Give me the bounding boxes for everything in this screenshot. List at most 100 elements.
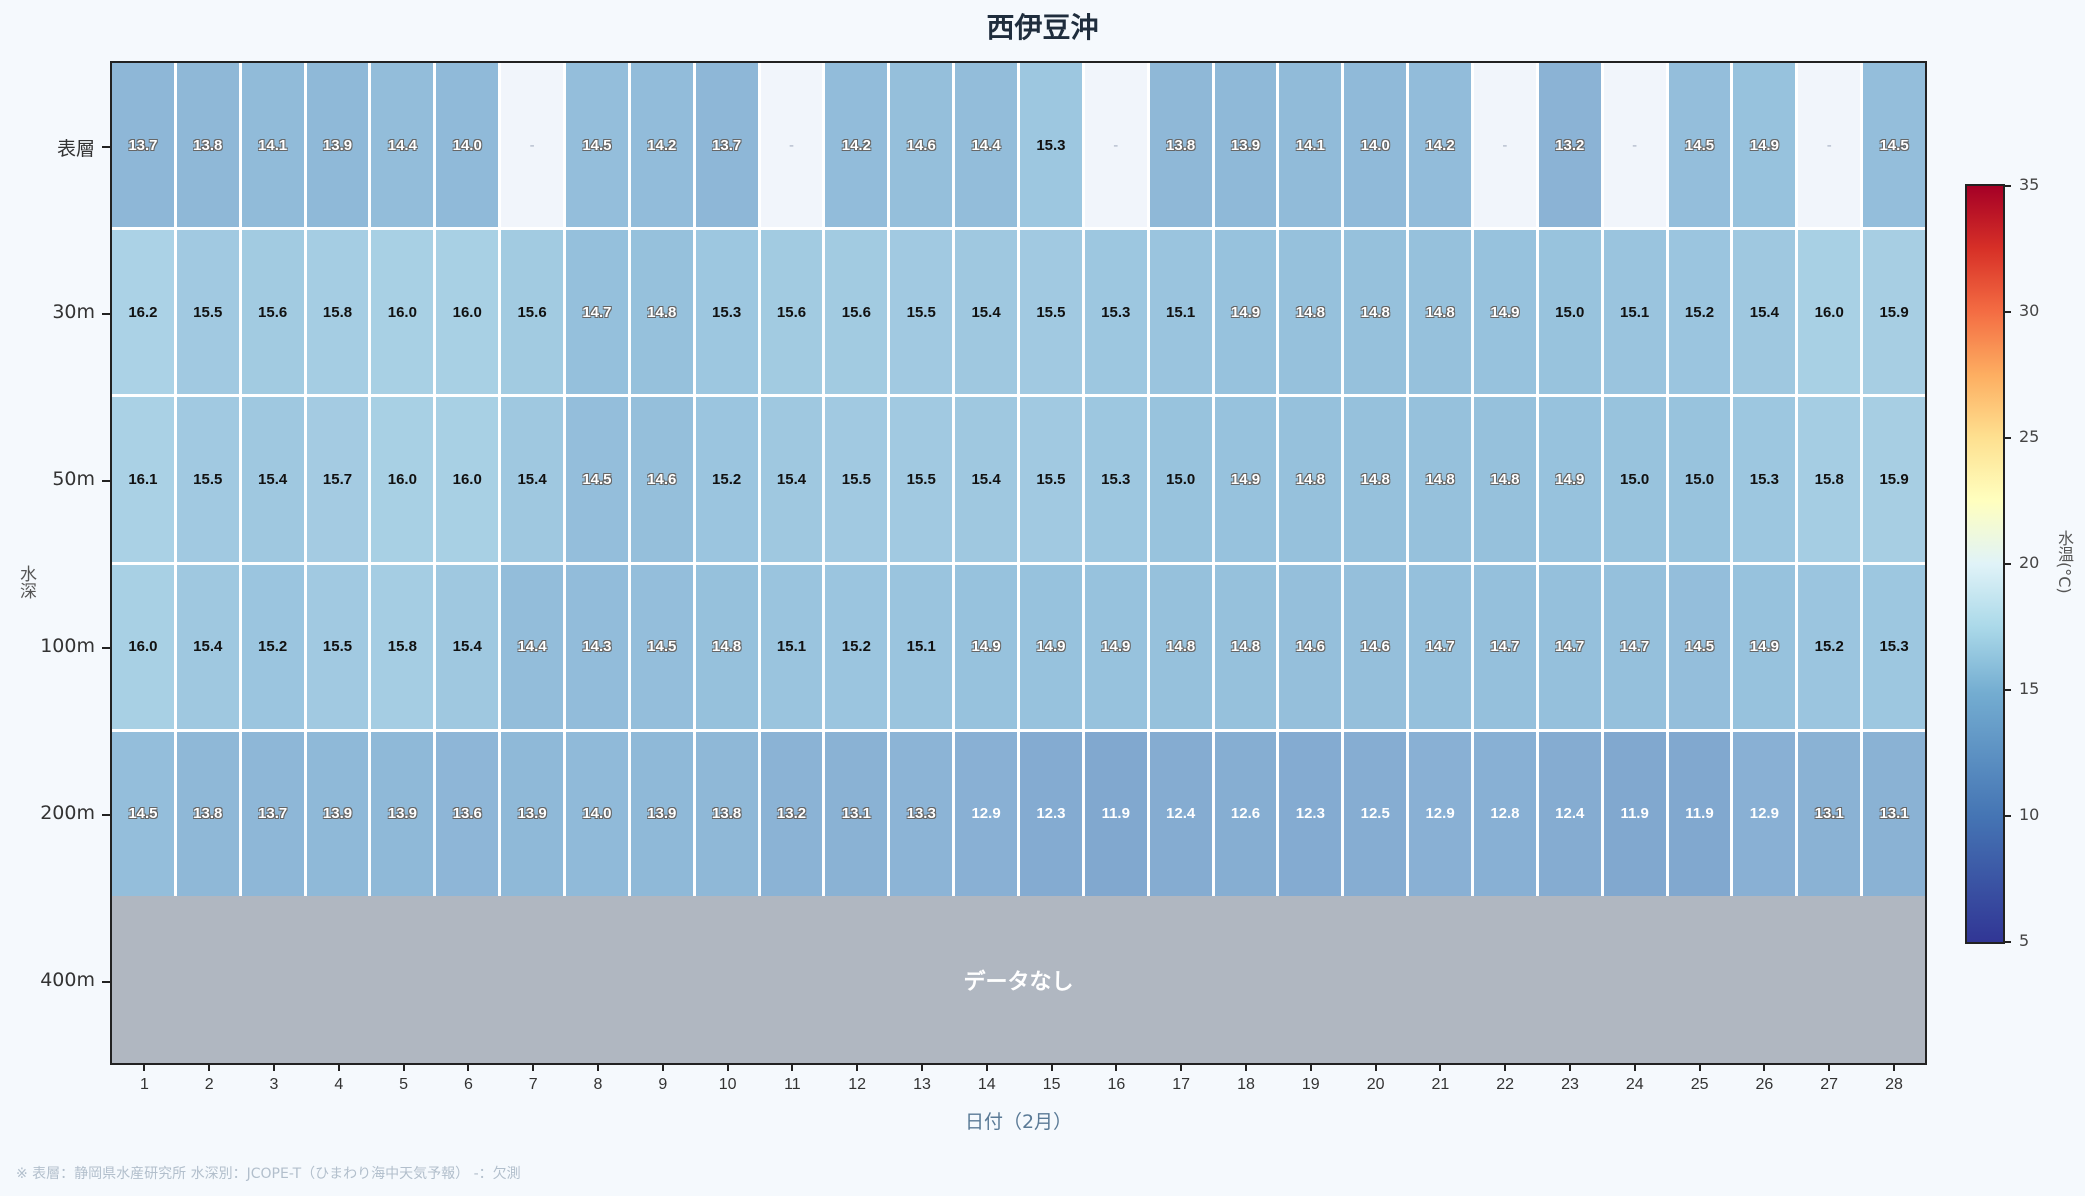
heatmap-cell: 13.8 [1149,63,1212,228]
heatmap-cell: 14.3 [566,564,628,729]
colorbar-tick-mark [2003,689,2011,691]
heatmap-cell: 14.8 [1214,564,1277,729]
heatmap-cell: 14.9 [955,564,1017,729]
x-tick-label: 10 [718,1076,737,1093]
heatmap-cell: 15.3 [1020,63,1082,228]
chart-title: 西伊豆沖 [986,11,1099,44]
heatmap-cell: 13.1 [1798,731,1861,896]
heatmap-cell: 15.2 [695,397,758,562]
heatmap-cell: 12.3 [1020,731,1082,896]
heatmap-cell: 14.9 [1020,564,1082,729]
heatmap-cell: 16.0 [371,397,434,562]
heatmap-cell: 14.0 [1344,63,1407,228]
x-tick-label: 18 [1237,1076,1255,1093]
heatmap-cell: 14.5 [566,63,628,228]
heatmap-cell: 14.8 [1279,230,1342,395]
heatmap-cell: 14.8 [1344,397,1407,562]
heatmap-cell: 15.5 [825,397,888,562]
heatmap-cell: 14.2 [1409,63,1471,228]
heatmap-cell: 16.0 [371,230,434,395]
x-tick-label: 7 [528,1076,538,1093]
heatmap-cell: 15.2 [1668,230,1731,395]
x-tick-label: 22 [1496,1076,1515,1093]
x-tick-mark [1115,1063,1118,1071]
heatmap-cell: 15.4 [176,564,239,729]
heatmap-cell: 14.2 [630,63,693,228]
heatmap-cell: 15.1 [890,564,953,729]
heatmap-cell: 16.1 [112,397,174,562]
heatmap-cell: 16.2 [112,230,174,395]
y-axis-label: 水深 [16,565,36,599]
heatmap-cell: 15.4 [436,564,499,729]
x-tick-mark [1374,1063,1377,1071]
y-tick-label: 50m [52,468,95,490]
colorbar-tick-label: 30 [2019,301,2040,320]
heatmap-cell: 15.4 [760,397,823,562]
heatmap-cell: 15.3 [1084,397,1147,562]
x-tick-mark [1439,1063,1442,1071]
heatmap-cell: 11.9 [1668,731,1731,896]
x-tick-label: 4 [334,1076,344,1093]
heatmap-cell: 16.0 [1798,230,1861,395]
heatmap-cell: 11.9 [1603,731,1666,896]
heatmap-cell: 14.6 [630,397,693,562]
heatmap-cell: 14.2 [825,63,888,228]
heatmap-cell: 14.9 [1474,230,1536,395]
x-tick-mark [1633,1063,1636,1071]
heatmap-cell: 13.8 [176,63,239,228]
x-tick-label: 8 [593,1076,603,1093]
y-tick-label: 表層 [56,138,95,160]
heatmap-cell: 14.5 [630,564,693,729]
heatmap-cell: 14.9 [1214,230,1277,395]
x-tick-label: 12 [848,1076,867,1093]
colorbar-tick-label: 5 [2019,931,2030,950]
heatmap-cell: 13.7 [695,63,758,228]
x-tick-mark [1569,1063,1571,1071]
x-tick-label: 14 [977,1076,996,1093]
heatmap-cell: 14.8 [1409,397,1471,562]
x-tick-label: 17 [1172,1076,1191,1093]
heatmap-plot-area: 13.7 13.8 14.1 13.9 14.4 14.0-14.5 14.2 13.7-14… [110,61,1927,1065]
x-tick-label: 11 [784,1076,801,1093]
heatmap-cell: 14.4 [501,564,563,729]
heatmap-cell: 14.9 [1538,397,1601,562]
heatmap-cell: 15.0 [1668,397,1731,562]
heatmap-cell: 14.7 [1603,564,1666,729]
x-tick-mark [208,1063,211,1071]
colorbar-tick-label: 15 [2019,679,2040,698]
heatmap-cell: 15.3 [695,230,758,395]
heatmap-cell: 15.5 [1020,397,1082,562]
colorbar-tick-label: 35 [2019,175,2040,194]
no-data-band: データなし [112,896,1925,1063]
x-tick-mark [856,1063,859,1071]
x-tick-mark [661,1063,664,1071]
heatmap-cell: 13.1 [1863,731,1925,896]
heatmap-cell: 15.3 [1863,564,1925,729]
heatmap-cell: 13.7 [112,63,174,228]
x-tick-label: 9 [658,1076,668,1093]
heatmap-cell: 12.8 [1474,731,1536,896]
heatmap-cell: 13.6 [436,731,499,896]
heatmap-cell: 12.9 [955,731,1017,896]
x-tick-label: 1 [139,1076,149,1093]
heatmap-cell: 11.9 [1084,731,1147,896]
x-tick-mark [1763,1063,1766,1071]
x-tick-label: 25 [1690,1076,1709,1093]
heatmap-cell: 15.1 [760,564,823,729]
heatmap-cell: 14.5 [1668,63,1731,228]
heatmap-cell: 14.6 [890,63,953,228]
heatmap-cell: 14.6 [1279,564,1342,729]
heatmap-cell: 14.8 [1279,397,1342,562]
heatmap-cell: 14.0 [566,731,628,896]
heatmap-cell: 12.4 [1538,731,1601,896]
heatmap-cell: 15.8 [306,230,369,395]
colorbar-tick-mark [2003,941,2011,943]
y-tick-mark [102,480,110,482]
heatmap-cell: 15.1 [1149,230,1212,395]
colorbar-label: 水温(°C) [2055,530,2074,594]
heatmap-cell: 13.9 [306,63,369,228]
x-axis-label: 日付（2月） [964,1111,1073,1133]
heatmap-cell: 14.9 [1084,564,1147,729]
heatmap-cell: 15.5 [890,230,953,395]
heatmap-cell: 14.1 [241,63,304,228]
